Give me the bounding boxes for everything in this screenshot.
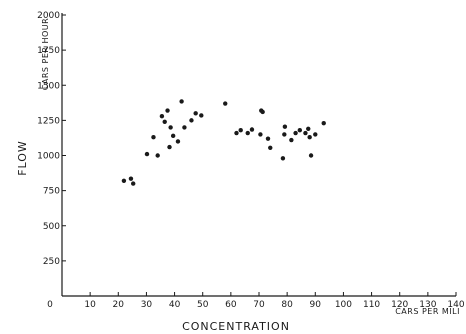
data-point (245, 130, 250, 136)
tick-marks (61, 14, 457, 296)
y-tick-label: 250 (43, 257, 60, 267)
data-point (238, 128, 243, 133)
x-tick-label: 110 (363, 300, 380, 310)
x-tick-label: 60 (225, 300, 237, 310)
data-point (175, 139, 181, 144)
data-point (223, 101, 228, 106)
data-point (193, 111, 198, 116)
data-point (260, 109, 265, 115)
data-point (167, 144, 172, 150)
data-point (307, 135, 312, 140)
x-tick-label: 80 (281, 300, 293, 310)
y-tick-label: 750 (43, 187, 60, 197)
data-points (121, 99, 326, 186)
data-point (234, 130, 239, 136)
data-point (293, 130, 298, 136)
x-tick-label: 90 (310, 300, 322, 310)
x-tick-label: 50 (197, 300, 209, 310)
tick-labels: 0 10 20 30 40 50 60 70 80 90 100 110 120 130 140 250 500… (37, 11, 465, 310)
y-tick-label: 1750 (37, 46, 60, 56)
data-point (162, 119, 167, 124)
x-tick-label: 40 (169, 300, 181, 310)
data-point (189, 118, 194, 123)
data-point (131, 181, 136, 186)
x-tick-label: 140 (447, 300, 464, 310)
data-point (306, 126, 311, 132)
x-tick-label: 100 (335, 300, 352, 310)
y-tick-label: 1250 (37, 116, 60, 126)
y-axis-title: FLOW (16, 140, 29, 176)
x-tick-label: 130 (419, 300, 436, 310)
x-tick-label: 70 (253, 300, 265, 310)
data-point (280, 156, 286, 161)
x-unit-label: CARS PER MILI (395, 307, 460, 316)
data-point (144, 151, 150, 157)
data-point (308, 153, 314, 158)
data-point (165, 108, 170, 113)
data-point (297, 128, 303, 133)
data-point (282, 124, 288, 129)
x-tick-label: 30 (141, 300, 153, 310)
y-tick-label: 500 (43, 222, 60, 232)
data-point (199, 113, 204, 118)
y-tick-label: 1500 (37, 81, 60, 91)
data-point (182, 125, 187, 130)
data-point (303, 130, 308, 136)
data-point (159, 113, 165, 119)
data-point (313, 132, 318, 137)
data-point (151, 135, 156, 140)
x-tick-label: 20 (113, 300, 125, 310)
data-point (155, 153, 160, 158)
data-point (121, 178, 127, 183)
data-point (128, 176, 134, 181)
data-point (268, 145, 273, 150)
data-point (179, 99, 184, 104)
data-point (282, 132, 287, 137)
data-point (258, 132, 263, 137)
data-point (168, 125, 173, 130)
axes (61, 13, 456, 297)
data-point (170, 133, 176, 139)
x-tick-label: 120 (391, 300, 408, 310)
x-tick-label: 0 (47, 300, 53, 310)
data-point (289, 137, 294, 143)
data-point (265, 136, 271, 141)
y-tick-label: 2000 (37, 11, 60, 21)
y-tick-label: 1000 (37, 152, 60, 162)
data-point (249, 127, 255, 132)
data-point (321, 120, 326, 126)
x-tick-label: 10 (84, 300, 96, 310)
x-axis-title: CONCENTRATION (182, 320, 290, 333)
y-unit-label: CARS PER HOUR (41, 18, 50, 90)
